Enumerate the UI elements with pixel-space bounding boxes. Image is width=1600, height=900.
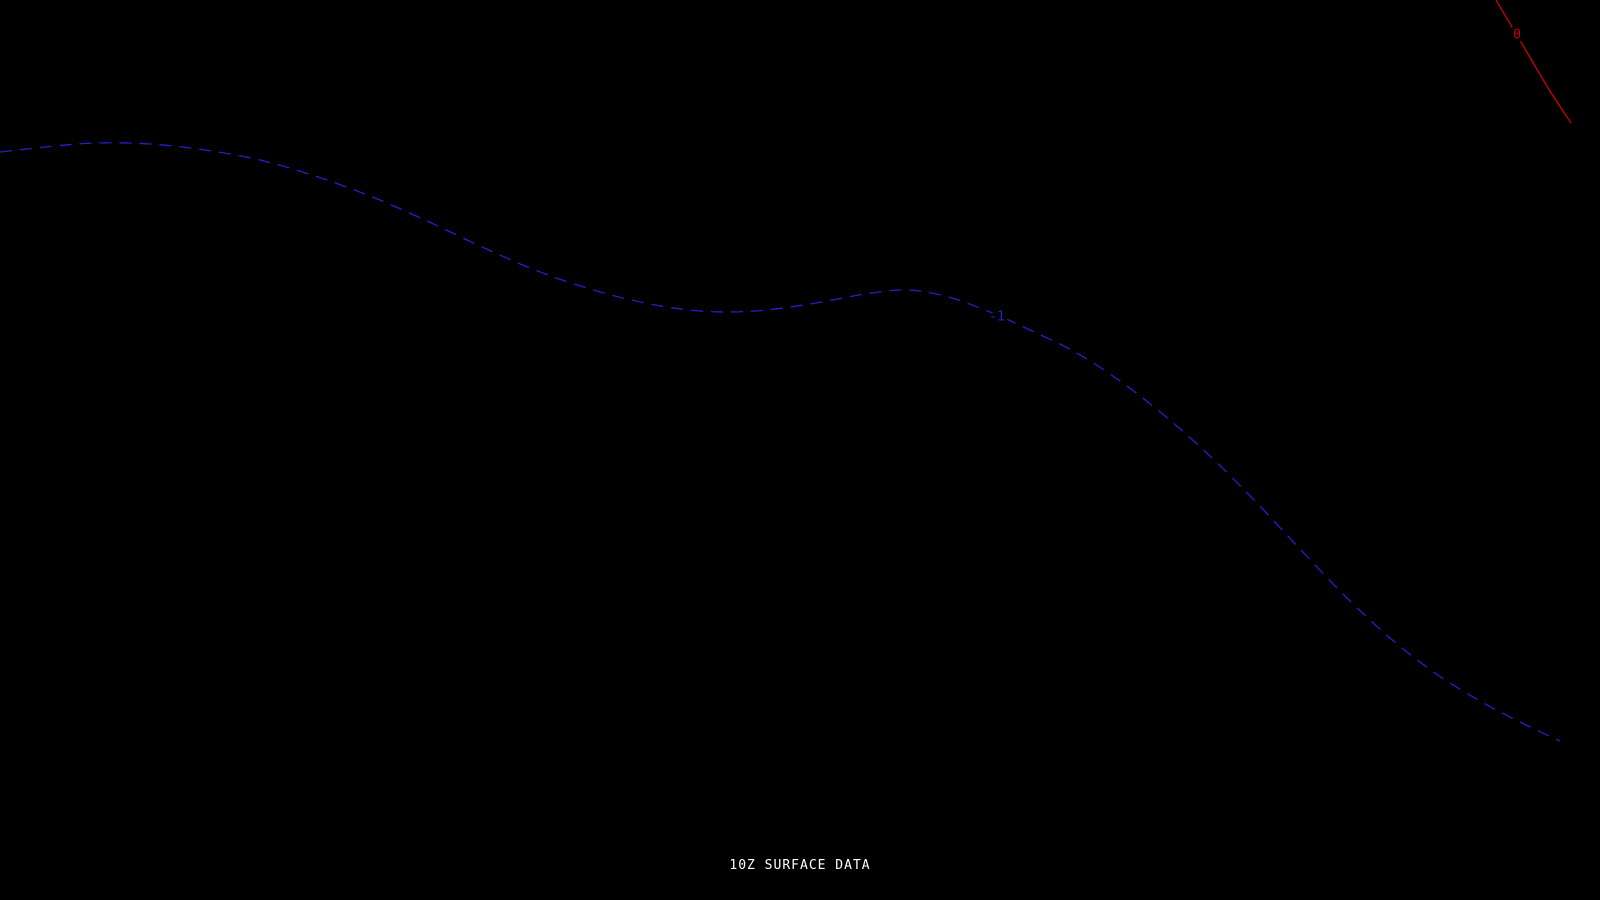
contour-label-0: 0 xyxy=(1513,28,1521,43)
chart-title: 10Z SURFACE DATA xyxy=(729,858,871,873)
contour-labels-layer: -1 0 xyxy=(986,24,1525,328)
contour-lines-layer xyxy=(0,0,1572,742)
contour-label--1: -1 xyxy=(989,310,1005,325)
contour-line--1 xyxy=(0,142,1561,742)
contour-line-0 xyxy=(1495,0,1572,124)
